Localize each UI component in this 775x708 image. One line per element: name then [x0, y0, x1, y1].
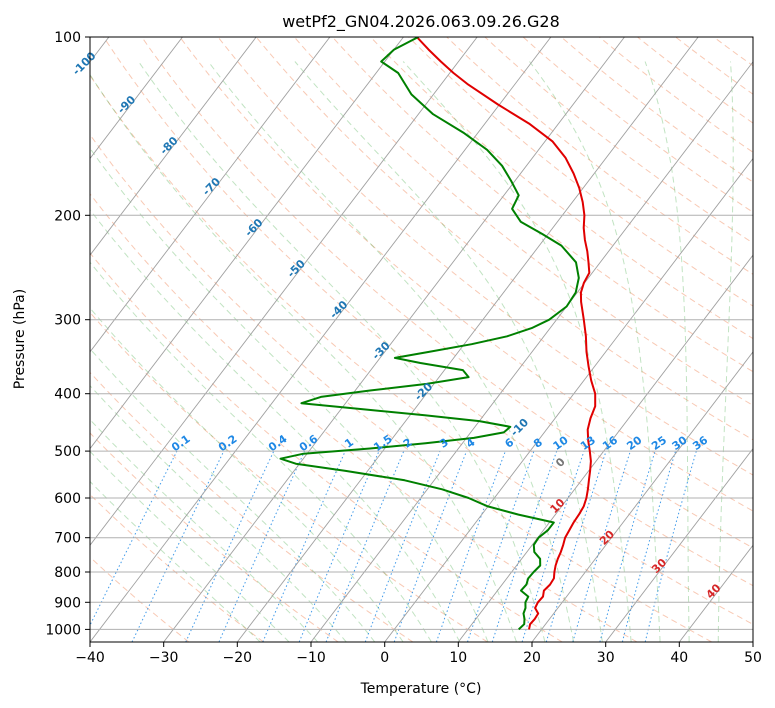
moist-adiabat-line: [90, 307, 404, 642]
mixing-ratio-line: [621, 450, 677, 642]
y-tick-label: 600: [54, 491, 81, 507]
x-axis-label: Temperature (°C): [360, 681, 482, 697]
isotherm-line: [90, 37, 183, 160]
mixing-ratio-line: [325, 450, 405, 642]
dry-adiabat-line: [90, 371, 414, 642]
plot-frame: [89, 36, 754, 643]
moist-adiabat-line: [90, 73, 517, 642]
x-tick-label: −30: [149, 650, 179, 666]
x-axis-ticks: −40 −30 −20 −10 0 10 20 30 40 50: [75, 642, 762, 666]
moist-adiabat-line: [90, 147, 489, 642]
x-tick-label: 50: [744, 650, 762, 666]
dry-adiabat-line: [90, 193, 638, 642]
y-tick-label: 200: [54, 208, 81, 224]
isotherm-line: [90, 37, 331, 353]
mixing-ratio-line: [364, 450, 441, 642]
y-tick-label: 1000: [45, 622, 81, 638]
isotherm-line: [90, 37, 404, 450]
mixing-ratio-line: [545, 450, 607, 642]
y-tick-label: 300: [54, 313, 81, 329]
isotherm-line: [605, 447, 753, 642]
mixing-ratio-line: [599, 450, 656, 642]
x-tick-label: 0: [380, 650, 389, 666]
isotherm-line: [90, 37, 552, 642]
isotherm-line: [310, 61, 753, 642]
dry-adiabat-line: [408, 37, 753, 307]
x-tick-label: −10: [296, 650, 326, 666]
moist-adiabat-line: [90, 418, 319, 642]
dry-adiabat-line: [103, 37, 753, 587]
moist-adiabat-line: [138, 61, 546, 642]
dry-adiabat-line: [332, 37, 753, 373]
moist-adiabat-line: [529, 61, 661, 642]
dry-adiabat-line: [370, 37, 753, 340]
y-tick-label: 500: [54, 444, 81, 460]
dry-adiabat-line: [560, 37, 753, 183]
dry-adiabat-line: [179, 37, 753, 512]
x-tick-label: 40: [670, 650, 688, 666]
moist-adiabat-line: [644, 61, 690, 642]
mixing-ratio-line: [572, 450, 631, 642]
y-tick-label: 900: [54, 595, 81, 611]
y-tick-label: 100: [54, 30, 81, 46]
moist-adiabat-line: [402, 61, 632, 642]
mixing-ratio-line: [298, 450, 380, 642]
x-tick-label: 30: [597, 650, 615, 666]
mixing-ratio-line: [90, 450, 178, 627]
dry-adiabat-line: [90, 252, 563, 642]
x-tick-label: −20: [223, 650, 253, 666]
dry-adiabat-line: [90, 74, 753, 625]
y-tick-label: 700: [54, 531, 81, 547]
dewpoint-profile-line: [279, 37, 580, 631]
moist-adiabat-line: [207, 61, 575, 642]
moist-adiabat-line: [90, 450, 290, 642]
plot-background: [90, 37, 753, 642]
isotherm-line: [531, 351, 753, 642]
dry-adiabat-line: [255, 37, 753, 441]
x-tick-label: 10: [449, 650, 467, 666]
mixing-ratio-line: [218, 450, 306, 642]
y-axis-label: Pressure (hPa): [12, 289, 28, 389]
mixing-ratio-line: [521, 450, 585, 642]
mixing-ratio-line: [467, 450, 535, 642]
dry-adiabat-line: [90, 133, 712, 642]
y-axis-ticks: 100 200 300 400 500 600 700 800 900 1000: [45, 30, 90, 638]
temperature-profile-line: [416, 37, 597, 630]
dry-adiabat-line: [598, 37, 753, 153]
chart-title: wetPf2_GN04.2026.063.09.26.G28: [282, 12, 560, 32]
x-tick-label: 20: [523, 650, 541, 666]
dry-adiabat-line: [293, 37, 753, 406]
mixing-ratio-line: [262, 450, 346, 642]
background-lines: [90, 37, 753, 642]
dry-adiabat-line: [141, 37, 753, 549]
x-tick-label: −40: [75, 650, 105, 666]
dry-adiabat-line: [90, 432, 339, 642]
profile-series: [279, 37, 597, 631]
mixing-ratio-line: [491, 450, 558, 642]
isotherm-line: [236, 37, 699, 642]
isotherm-line: [90, 37, 478, 547]
y-tick-label: 800: [54, 565, 81, 581]
y-tick-label: 400: [54, 387, 81, 403]
moist-adiabat-line: [294, 61, 603, 642]
moist-adiabat-line: [90, 480, 261, 642]
mixing-ratio-line: [435, 450, 506, 642]
dry-adiabat-line: [90, 311, 488, 642]
moist-adiabat-line: [90, 348, 376, 642]
isotherm-line: [90, 37, 257, 256]
isotherm-line: [384, 157, 753, 642]
